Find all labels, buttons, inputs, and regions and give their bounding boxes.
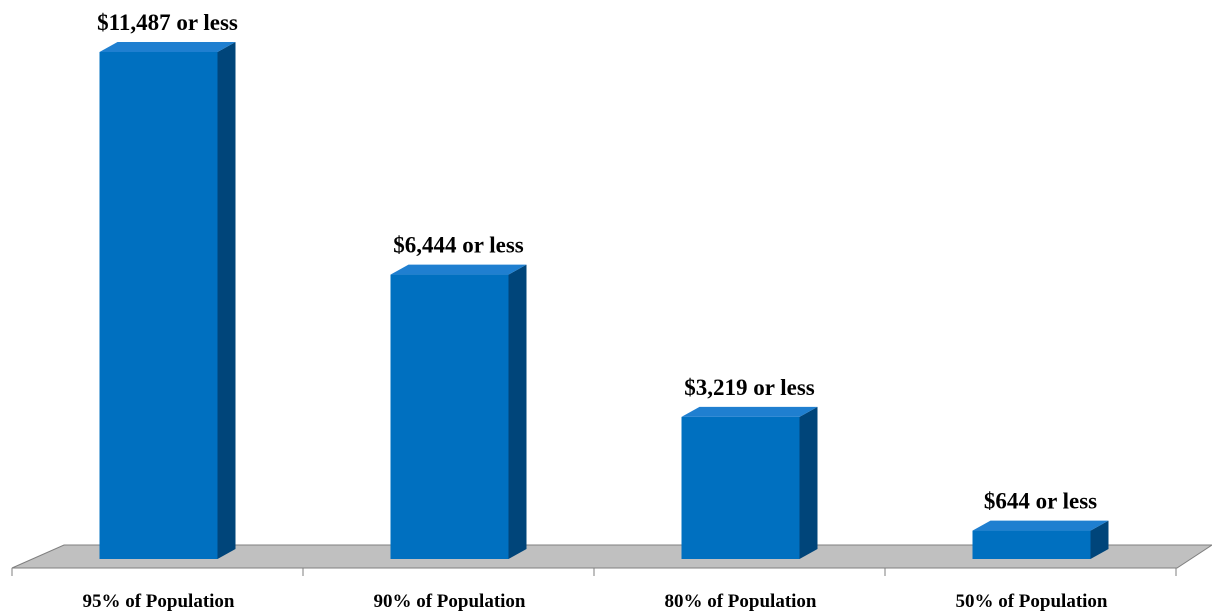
category-label: 90% of Population <box>373 591 525 611</box>
bars <box>99 42 1109 559</box>
bar-top <box>681 406 818 417</box>
bar-side <box>1090 520 1109 559</box>
bar-side <box>217 42 236 559</box>
bar-side <box>799 406 818 559</box>
category-label: 50% of Population <box>955 591 1107 611</box>
category-label: 95% of Population <box>82 591 234 611</box>
bar-front <box>681 416 800 559</box>
data-labels: $11,487 or less $6,444 or less $3,219 or l… <box>97 10 1097 514</box>
bar-top <box>390 264 527 275</box>
bar-front <box>972 530 1091 559</box>
bar <box>681 406 818 559</box>
bar-front <box>390 274 509 559</box>
category-labels: 95% of Population 90% of Population 80% of… <box>82 591 1107 612</box>
bar-front <box>99 52 218 559</box>
x-axis <box>11 567 1177 576</box>
data-label: $11,487 or less <box>97 10 238 35</box>
bar <box>972 520 1109 559</box>
data-label: $6,444 or less <box>393 233 524 258</box>
data-label: $3,219 or less <box>684 375 815 400</box>
bar-top <box>99 42 236 52</box>
bar <box>99 42 236 559</box>
data-label: $644 or less <box>984 489 1097 514</box>
category-label: 80% of Population <box>664 591 816 611</box>
bar-side <box>508 264 527 559</box>
bar-top <box>972 520 1109 531</box>
bar <box>390 264 527 559</box>
